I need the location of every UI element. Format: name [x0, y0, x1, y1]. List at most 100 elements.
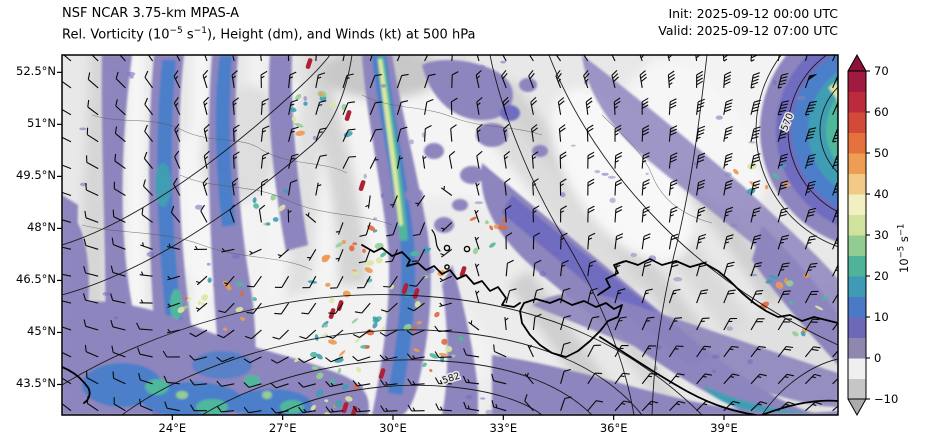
wind-barb — [406, 353, 425, 360]
wind-barb — [750, 373, 767, 385]
wind-barb — [85, 182, 99, 196]
wind-barb — [260, 152, 270, 169]
wind-barb — [439, 302, 452, 308]
wind-barb — [641, 316, 655, 331]
vorticity-speckle — [434, 311, 440, 318]
wind-barb — [532, 232, 541, 250]
wind-barb — [243, 356, 262, 364]
vorticity-speckle — [337, 418, 348, 428]
wind-barb — [204, 55, 208, 62]
wind-barb — [335, 222, 344, 235]
colorbar-segment — [848, 112, 866, 133]
wind-barb — [83, 319, 99, 331]
wind-barb — [587, 344, 601, 358]
wind-barb — [216, 356, 235, 363]
wind-barb — [86, 155, 99, 170]
vorticity-speckle — [469, 216, 478, 221]
wind-barb — [315, 100, 327, 115]
vorticity-speckle — [295, 130, 306, 136]
wind-barb — [144, 97, 154, 116]
wind-barb — [232, 55, 235, 62]
wind-barb — [302, 275, 317, 289]
wind-barb — [297, 381, 316, 388]
wind-barb — [468, 320, 480, 331]
colorbar-over-arrow — [848, 55, 866, 71]
vorticity-speckle — [181, 374, 186, 378]
wind-barb — [475, 290, 480, 304]
wind-barb — [750, 318, 765, 331]
vorticity-speckle — [73, 279, 83, 285]
wind-barb — [396, 73, 409, 89]
vorticity-speckle — [733, 168, 739, 175]
wind-barb — [641, 206, 651, 223]
wind-barb — [641, 345, 657, 358]
vorticity-max-spot — [378, 368, 386, 379]
wind-barb — [641, 152, 650, 169]
wind-barb — [474, 209, 480, 223]
vorticity-speckle — [372, 316, 379, 323]
wind-barb — [277, 248, 289, 259]
wind-barb — [723, 261, 735, 277]
wind-barb — [113, 181, 126, 196]
vorticity-speckle — [323, 412, 331, 415]
wind-barb — [639, 70, 647, 88]
vorticity-speckle — [182, 305, 189, 309]
wind-barb — [560, 341, 571, 358]
wind-barb — [532, 178, 539, 196]
vorticity-speckle — [231, 254, 241, 259]
wind-barb — [641, 288, 653, 304]
wind-barb — [110, 293, 126, 304]
colorbar-segment — [848, 378, 866, 400]
vorticity-speckle — [465, 394, 473, 400]
vorticity-speckle — [102, 292, 111, 296]
wind-barb — [804, 262, 818, 277]
vorticity-speckle — [345, 396, 353, 402]
wind-barb — [258, 204, 266, 223]
vorticity-speckle — [327, 339, 338, 345]
lat-tick-label: 43.5°N — [16, 376, 56, 391]
colorbar-tick-label: 0 — [874, 351, 881, 365]
wind-barb — [501, 69, 508, 89]
wind-barb — [750, 99, 761, 115]
vorticity-speckle — [380, 84, 387, 88]
caucasus-coast — [761, 399, 838, 415]
wind-barb — [587, 400, 604, 412]
vorticity-speckle — [772, 79, 777, 86]
wind-barb — [832, 236, 838, 250]
wind-barb — [221, 248, 235, 253]
wind-barb — [586, 124, 594, 142]
country-borders — [81, 94, 713, 271]
vorticity-speckle — [821, 295, 830, 301]
wind-barb — [434, 325, 452, 333]
colorbar: 70 60 50 40 30 20 10 0 −10 10−5 s−1 — [847, 53, 912, 417]
wind-barb — [462, 375, 480, 385]
wind-barb — [641, 373, 658, 385]
wind-barb — [173, 177, 181, 196]
wind-barb — [62, 300, 72, 304]
vorticity-speckle — [223, 327, 228, 331]
vorticity-speckle — [337, 367, 342, 374]
colorbar-unit-label: 10−5 s−1 — [897, 224, 912, 273]
wind-barb — [750, 234, 762, 250]
wind-barb — [164, 401, 180, 412]
wind-barb — [244, 329, 262, 340]
wind-barb — [119, 55, 126, 62]
crimea-peninsula — [519, 298, 623, 358]
valid-time: Valid: 2025-09-12 07:00 UTC — [658, 23, 838, 38]
wind-barb — [560, 368, 571, 384]
wind-barb — [614, 372, 630, 385]
wind-barb — [203, 96, 209, 115]
wind-barb — [260, 55, 262, 62]
wind-barb — [805, 373, 822, 385]
wind-barb — [87, 72, 99, 89]
wind-barb — [342, 73, 354, 89]
wind-barb — [668, 317, 683, 331]
wind-barb — [832, 350, 838, 358]
vorticity-speckle — [768, 275, 779, 279]
vorticity-speckle — [797, 96, 806, 101]
wind-barb — [777, 346, 794, 358]
wind-barb — [560, 396, 572, 411]
vorticity-speckle — [310, 404, 316, 411]
wind-barb — [288, 71, 297, 88]
